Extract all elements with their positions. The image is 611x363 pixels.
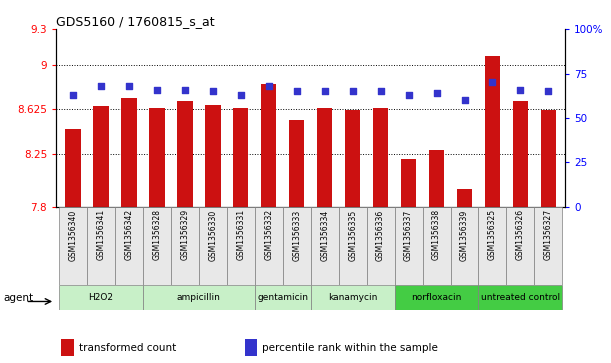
Bar — [143, 285, 255, 310]
Bar — [289, 121, 304, 207]
Bar — [143, 207, 171, 285]
Bar — [450, 207, 478, 285]
Bar — [478, 285, 562, 310]
Bar — [310, 207, 338, 285]
Point — [544, 88, 554, 94]
Bar — [310, 285, 395, 310]
Text: gentamicin: gentamicin — [257, 293, 308, 302]
Point — [124, 83, 134, 89]
Bar — [338, 207, 367, 285]
Bar — [115, 207, 143, 285]
Point — [208, 88, 218, 94]
Text: GSM1356337: GSM1356337 — [404, 209, 413, 261]
Text: GSM1356327: GSM1356327 — [544, 209, 553, 260]
Bar — [395, 285, 478, 310]
Point — [404, 92, 414, 98]
Point — [96, 83, 106, 89]
Text: GSM1356339: GSM1356339 — [460, 209, 469, 261]
Bar — [457, 189, 472, 207]
Text: GSM1356331: GSM1356331 — [236, 209, 245, 260]
Bar — [59, 285, 143, 310]
Text: untreated control: untreated control — [481, 293, 560, 302]
Bar — [429, 150, 444, 207]
Bar — [507, 207, 535, 285]
Bar — [373, 109, 389, 207]
Text: GSM1356325: GSM1356325 — [488, 209, 497, 260]
Point — [488, 79, 497, 85]
Bar — [149, 109, 164, 207]
Text: agent: agent — [3, 293, 33, 303]
Bar — [283, 207, 310, 285]
Text: percentile rank within the sample: percentile rank within the sample — [262, 343, 438, 352]
Bar — [59, 207, 87, 285]
Text: GSM1356326: GSM1356326 — [516, 209, 525, 260]
Point — [152, 87, 162, 93]
Bar — [541, 110, 556, 207]
Bar — [317, 109, 332, 207]
Text: H2O2: H2O2 — [89, 293, 114, 302]
Point — [180, 87, 190, 93]
Point — [264, 83, 274, 89]
Text: GSM1356328: GSM1356328 — [152, 209, 161, 260]
Point — [68, 92, 78, 98]
Text: GDS5160 / 1760815_s_at: GDS5160 / 1760815_s_at — [56, 15, 215, 28]
Point — [376, 88, 386, 94]
Bar — [423, 207, 450, 285]
Bar — [93, 106, 109, 207]
Text: GSM1356338: GSM1356338 — [432, 209, 441, 260]
Bar — [205, 105, 221, 207]
Bar — [535, 207, 562, 285]
Bar — [233, 109, 249, 207]
Bar — [485, 56, 500, 207]
Bar — [227, 207, 255, 285]
Bar — [177, 101, 192, 207]
Bar — [367, 207, 395, 285]
Bar — [401, 159, 416, 207]
Bar — [261, 83, 276, 207]
Bar — [478, 207, 507, 285]
Point — [431, 90, 441, 96]
Text: GSM1356335: GSM1356335 — [348, 209, 357, 261]
Bar — [244, 339, 257, 356]
Bar — [121, 98, 137, 207]
Text: GSM1356330: GSM1356330 — [208, 209, 218, 261]
Text: GSM1356342: GSM1356342 — [125, 209, 133, 260]
Bar — [65, 129, 81, 207]
Bar — [199, 207, 227, 285]
Text: ampicillin: ampicillin — [177, 293, 221, 302]
Bar — [87, 207, 115, 285]
Text: GSM1356329: GSM1356329 — [180, 209, 189, 260]
Point — [459, 97, 469, 103]
Point — [348, 88, 357, 94]
Bar — [255, 285, 311, 310]
Bar — [345, 110, 360, 207]
Text: GSM1356341: GSM1356341 — [97, 209, 106, 260]
Bar — [171, 207, 199, 285]
Text: norfloxacin: norfloxacin — [411, 293, 462, 302]
Bar — [61, 339, 74, 356]
Text: transformed count: transformed count — [79, 343, 177, 352]
Point — [292, 88, 302, 94]
Text: GSM1356332: GSM1356332 — [264, 209, 273, 260]
Text: GSM1356340: GSM1356340 — [68, 209, 78, 261]
Text: GSM1356334: GSM1356334 — [320, 209, 329, 261]
Text: GSM1356333: GSM1356333 — [292, 209, 301, 261]
Point — [516, 87, 525, 93]
Bar — [513, 101, 528, 207]
Bar — [395, 207, 423, 285]
Point — [320, 88, 329, 94]
Point — [236, 92, 246, 98]
Bar — [255, 207, 283, 285]
Text: kanamycin: kanamycin — [328, 293, 378, 302]
Text: GSM1356336: GSM1356336 — [376, 209, 385, 261]
